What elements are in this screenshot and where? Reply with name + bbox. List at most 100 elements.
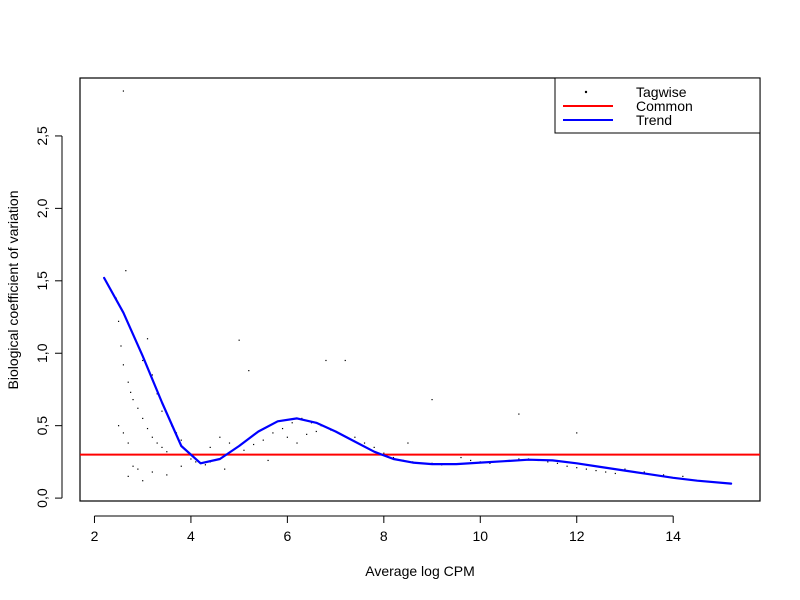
tagwise-point [354,436,356,438]
tagwise-point [489,462,491,464]
tagwise-point [219,436,221,438]
tagwise-point [238,339,240,341]
tagwise-point [363,442,366,444]
tagwise-point [518,458,520,460]
tagwise-point [127,381,129,383]
tagwise-point [228,442,231,444]
legend-common-label: Common [636,98,693,114]
tagwise-point [576,432,578,434]
y-tick-label: 2,5 [34,126,50,146]
y-tick-label: 0,0 [34,488,50,508]
tagwise-point [127,475,129,477]
tagwise-point [195,461,197,463]
tagwise-point [281,427,284,430]
tagwise-point [132,465,134,467]
tagwise-point [243,449,245,451]
tagwise-point [286,436,288,438]
tagwise-point [460,456,462,459]
trend-line [103,276,733,485]
x-tick-label: 4 [187,528,195,544]
x-tick-label: 2 [91,528,99,544]
plot-frame [79,77,761,502]
x-tick-label: 8 [380,528,388,544]
tagwise-point [142,417,144,420]
tagwise-point [117,425,120,427]
tagwise-point [125,270,127,272]
tagwise-point [122,432,125,434]
tagwise-point [373,446,375,449]
tagwise-point [180,465,182,467]
tagwise-point [614,472,616,475]
tagwise-point [470,459,472,462]
tagwise-point [595,469,597,472]
tagwise-point [315,430,317,433]
tagwise-point [267,459,269,462]
tagwise-point [306,433,308,435]
tagwise-point [518,413,520,415]
x-tick-label: 6 [283,528,291,544]
legend: Tagwise Common Trend [554,77,761,134]
x-axis-label: Average log CPM [365,563,474,579]
tagwise-point [117,320,120,322]
tagwise-point [180,439,182,441]
tagwise-point [132,398,134,401]
tagwise-point [585,468,587,470]
tagwise-point [392,456,395,459]
tagwise-point [130,391,132,393]
y-tick-label: 2,0 [34,198,50,218]
tagwise-point [566,465,568,467]
tagwise-point [120,345,122,347]
tagwise-point [576,467,578,469]
legend-tagwise-label: Tagwise [636,84,687,100]
tagwise-point [204,464,206,466]
tagwise-point [209,446,211,449]
tagwise-point [224,468,226,470]
tagwise-point [166,451,168,453]
tagwise-point [146,338,149,340]
tagwise-point [431,398,433,401]
tagwise-point [142,359,144,362]
tagwise-point [127,442,129,444]
x-tick-label: 14 [665,528,681,544]
lines-layer [80,276,760,485]
tagwise-point [190,458,192,460]
tagwise-point [605,471,607,473]
tagwise-point [156,442,158,444]
tagwise-point [262,439,264,441]
tagwise-point [662,474,665,476]
tagwise-point [248,370,250,372]
tagwise-point [296,442,298,444]
tagwise-point [556,462,559,464]
x-axis: 2 4 6 8 10 12 14 [91,515,681,544]
tagwise-point [151,471,153,473]
tagwise-point [547,461,549,463]
tagwise-point [643,471,645,473]
x-tick-label: 12 [569,528,585,544]
tagwise-point [156,393,158,395]
tagwise-point [122,364,125,366]
tagwise-point [166,474,168,476]
tagwise-point [624,468,626,470]
tagwise-point [325,359,327,362]
y-tick-label: 1,5 [34,271,50,291]
tagwise-point [161,410,163,412]
tagwise-point [151,436,153,438]
tagwise-point [383,452,385,454]
y-axis: 0,0 0,5 1,0 1,5 2,0 2,5 [34,126,63,508]
tagwise-point [272,432,274,434]
tagwise-point [407,442,409,444]
tagwise-point [682,475,684,477]
tagwise-point [146,427,149,430]
tagwise-point [344,359,346,362]
y-axis-label: Biological coefficient of variation [5,191,21,390]
tagwise-point [137,468,139,470]
tagwise-point [142,480,144,482]
y-tick-label: 0,5 [34,416,50,436]
tagwise-point [137,407,139,409]
tagwise-point [151,374,153,376]
tagwise-point [122,90,125,92]
tagwise-point [253,443,255,446]
legend-tagwise-symbol [584,90,588,94]
tagwise-point [161,446,163,449]
